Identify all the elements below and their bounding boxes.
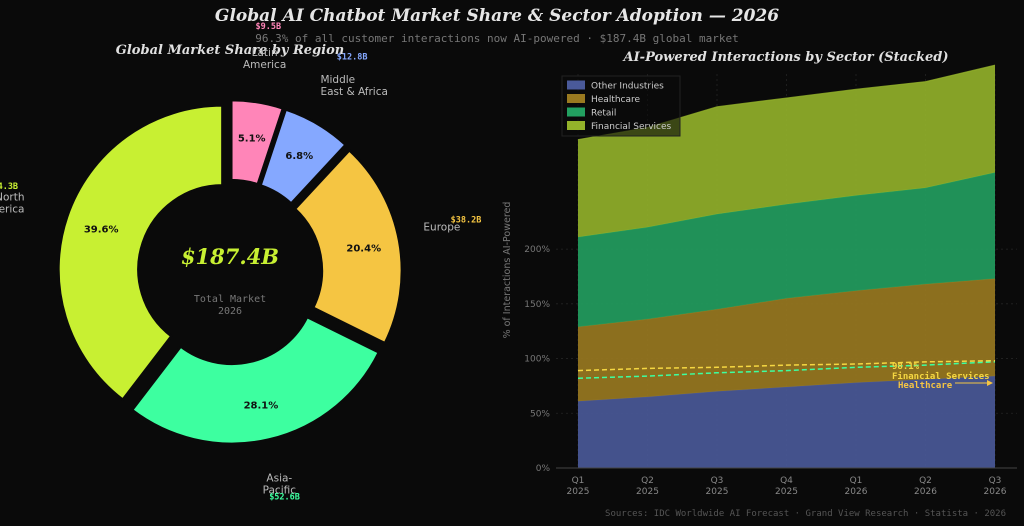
slice-region-label-line2: Pacific [263, 484, 297, 496]
area-layer [578, 172, 995, 327]
donut-center-label: Total Market [194, 294, 266, 305]
x-tick-label: Q4 [780, 476, 793, 486]
legend: Other Industries Healthcare Retail Financia… [561, 75, 681, 137]
x-tick-label-year: 2026 [914, 487, 937, 497]
legend-swatch [567, 94, 585, 103]
donut-chart: Global Market Share by Region 5.1%LatinA… [0, 22, 481, 503]
slice-region-label: Latin [252, 47, 278, 59]
slice-region-label: Middle [320, 74, 355, 86]
donut-slice [230, 98, 285, 186]
x-tick-label-year: 2026 [845, 487, 868, 497]
annotation-financial-services: Financial Services [892, 371, 990, 382]
legend-swatch [567, 121, 585, 130]
y-axis-label: % of Interactions AI-Powered [502, 202, 513, 339]
legend-label: Retail [591, 109, 616, 119]
slice-percent-label: 6.8% [285, 151, 313, 162]
sources-footnote: Sources: IDC Worldwide AI Forecast · Gra… [605, 509, 1006, 519]
donut-center-year: 2026 [218, 306, 242, 317]
reference-line [577, 361, 996, 380]
x-tick-label-year: 2026 [984, 487, 1007, 497]
y-tick-label: 100% [524, 355, 550, 365]
donut-center-value: $187.4B [181, 244, 279, 269]
legend-label: Healthcare [591, 95, 641, 105]
slice-region-label: North [0, 191, 24, 203]
donut-slice [293, 148, 404, 345]
annotations: 98.1% Financial Services Healthcare [892, 362, 990, 391]
slice-percent-label: 20.4% [346, 243, 381, 254]
x-tick-label-year: 2025 [775, 487, 798, 497]
x-tick-label-year: 2025 [567, 487, 590, 497]
slice-percent-label: 39.6% [84, 224, 119, 235]
figure-subtitle: 96.3% of all customer interactions now A… [255, 32, 738, 45]
x-tick-label: Q2 [919, 476, 932, 486]
area-layers [577, 64, 996, 468]
x-tick-label: Q1 [850, 476, 863, 486]
donut-slice [130, 315, 381, 445]
legend-swatch [567, 80, 585, 90]
slice-value-label: $52.6B [269, 493, 300, 503]
x-tick-label: Q3 [989, 476, 1002, 486]
figure-title: Global AI Chatbot Market Share & Sector … [215, 6, 779, 26]
x-tick-label: Q3 [711, 476, 724, 486]
x-tick-label: Q1 [572, 476, 585, 486]
y-tick-label: 200% [524, 245, 550, 255]
slice-region-label-line2: America [243, 59, 286, 71]
y-tick-label: 50% [530, 409, 550, 419]
legend-label: Other Industries [591, 82, 664, 92]
slice-region-label: Europe [423, 222, 460, 234]
y-tick-label: 0% [536, 464, 551, 474]
area-layer [578, 376, 995, 468]
annotation-value: 98.1% [892, 362, 920, 372]
area-layer [578, 278, 995, 402]
annotation-healthcare: Healthcare [898, 381, 953, 391]
area-chart-title: AI-Powered Interactions by Sector (Stack… [622, 50, 949, 65]
y-tick-label: 150% [524, 300, 550, 310]
area-layer [578, 65, 995, 238]
slice-region-label: Asia- [266, 472, 292, 484]
slice-value-label: $74.3B [0, 182, 18, 192]
slice-value-label: $12.8B [337, 52, 368, 62]
legend-swatch [567, 107, 585, 117]
donut-slice [258, 107, 348, 206]
donut-chart-title: Global Market Share by Region [116, 43, 344, 58]
slice-region-label-line2: East & Africa [320, 86, 387, 98]
annotation-arrowhead [987, 380, 993, 386]
reference-lines [577, 359, 996, 386]
slice-value-label: $9.5B [255, 22, 281, 32]
x-tick-label-year: 2025 [706, 487, 729, 497]
x-tick-label: Q2 [641, 476, 654, 486]
slice-percent-label: 28.1% [244, 400, 279, 411]
legend-label: Financial Services [591, 122, 672, 132]
reference-line [577, 359, 996, 372]
stacked-area-chart: AI-Powered Interactions by Sector (Stack… [502, 50, 1017, 497]
slice-value-label: $38.2B [451, 216, 482, 226]
donut-slice [57, 104, 224, 402]
x-tick-label-year: 2025 [636, 487, 659, 497]
axes: 0%50%100%150%200%Q12025Q22025Q32025Q4202… [524, 245, 1017, 497]
slice-region-label-line2: America [0, 203, 24, 215]
slice-percent-label: 5.1% [238, 134, 266, 145]
